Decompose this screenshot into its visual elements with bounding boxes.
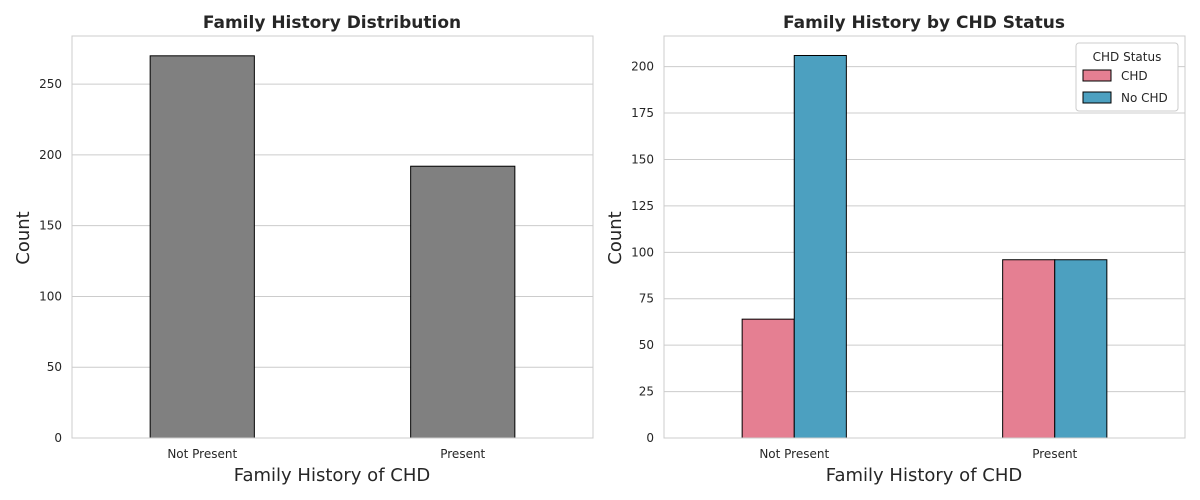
y-tick-label-150: 150	[39, 219, 62, 233]
y-tick-label-125: 125	[631, 199, 654, 213]
y-tick-label-75: 75	[639, 292, 654, 306]
bars	[741, 54, 1108, 439]
y-tick-label-0: 0	[646, 431, 654, 445]
x-tick-labels: Not Present Present	[167, 447, 485, 461]
y-tick-label-50: 50	[47, 360, 62, 374]
x-axis-label: Family History of CHD	[234, 465, 430, 486]
legend: CHD Status CHD No CHD	[1075, 42, 1179, 112]
x-tick-label-not-present: Not Present	[759, 447, 829, 461]
y-axis-label: Count	[13, 211, 34, 264]
y-tick-labels: 0 50 100 150 200 250	[39, 77, 62, 445]
y-tick-label-175: 175	[631, 106, 654, 120]
bar-not-present	[149, 55, 255, 439]
bar-chd-not-present	[741, 318, 795, 439]
chart-family-history-distribution: 0 50 100 150 200 250 Not Present Present Famil…	[13, 13, 594, 486]
legend-swatch-chd	[1082, 69, 1112, 82]
chart-title: Family History by CHD Status	[783, 13, 1065, 33]
bar-no-chd-not-present	[793, 54, 847, 439]
y-tick-label-50: 50	[639, 338, 654, 352]
y-tick-label-150: 150	[631, 152, 654, 166]
bars	[149, 55, 516, 439]
x-tick-label-present: Present	[440, 447, 485, 461]
legend-title: CHD Status	[1093, 50, 1162, 64]
x-tick-label-not-present: Not Present	[167, 447, 237, 461]
y-tick-label-0: 0	[54, 431, 62, 445]
y-tick-labels: 0 25 50 75 100 125 150 175 200	[631, 60, 654, 445]
plot-area-frame	[663, 35, 1186, 439]
y-tick-label-250: 250	[39, 77, 62, 91]
chart-title: Family History Distribution	[203, 13, 461, 33]
y-tick-label-200: 200	[39, 148, 62, 162]
y-axis-label: Count	[605, 211, 626, 264]
chart-family-history-by-chd-status: 0 25 50 75 100 125 150 175 200 Not Present Presen…	[605, 13, 1186, 486]
y-tick-label-200: 200	[631, 60, 654, 74]
bar-present	[410, 165, 516, 439]
legend-label-chd: CHD	[1121, 69, 1148, 83]
y-tick-label-100: 100	[631, 245, 654, 259]
plot-area-frame	[71, 35, 594, 439]
bar-chd-present	[1002, 259, 1056, 439]
x-tick-labels: Not Present Present	[759, 447, 1077, 461]
legend-swatch-no-chd	[1082, 91, 1112, 104]
bar-no-chd-present	[1054, 259, 1108, 439]
x-axis-label: Family History of CHD	[826, 465, 1022, 486]
y-tick-label-25: 25	[639, 385, 654, 399]
legend-label-no-chd: No CHD	[1121, 91, 1168, 105]
y-tick-label-100: 100	[39, 289, 62, 303]
x-tick-label-present: Present	[1032, 447, 1077, 461]
